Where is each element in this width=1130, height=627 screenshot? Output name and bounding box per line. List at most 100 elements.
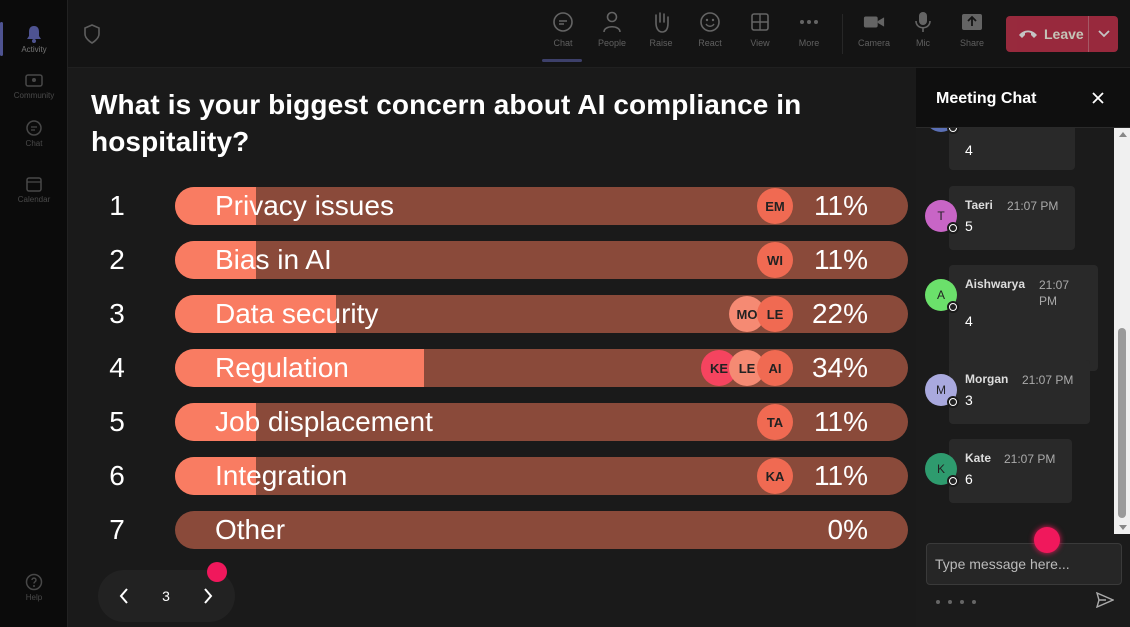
option-percent: 11% (814, 244, 868, 275)
toolbar-label: View (750, 38, 770, 48)
option-percent: 11% (814, 460, 868, 491)
toolbar-label: People (597, 38, 627, 48)
message-time: 21:07 PM (1007, 199, 1059, 213)
option-number: 7 (109, 514, 125, 545)
poll-option[interactable]: 5 Job displacement TA 11% (100, 403, 910, 441)
toolbar-mic-button[interactable]: Mic (900, 10, 946, 62)
chat-title: Meeting Chat (936, 90, 1037, 107)
chat-header: Meeting Chat (916, 68, 1130, 128)
message-time: 21:07 PM (1039, 278, 1070, 308)
poll-option[interactable]: 3 Data security MO LE 22% (100, 295, 910, 333)
rail-label: Chat (25, 138, 43, 148)
chat-message[interactable]: Aishwarya 21:07 PM 4 (949, 265, 1098, 371)
toolbar-more-button[interactable]: More (786, 10, 832, 62)
option-label: Regulation (215, 352, 349, 383)
option-bar: Integration KA 11% (175, 457, 908, 495)
chevron-left-icon[interactable] (112, 584, 136, 608)
presence-status-icon (947, 475, 959, 487)
avatar[interactable]: K (925, 128, 959, 134)
option-percent: 34% (811, 352, 868, 383)
chevron-down-icon[interactable] (1088, 16, 1118, 52)
sender-name: Kate (965, 451, 992, 465)
option-bar: Other 0% (175, 511, 908, 549)
option-number: 2 (109, 244, 125, 275)
close-icon[interactable] (1090, 90, 1106, 106)
toolbar-share-button[interactable]: Share (949, 10, 995, 62)
sender-name: Morgan (965, 372, 1009, 386)
toolbar-camera-button[interactable]: Camera (851, 10, 897, 62)
option-percent: 11% (814, 190, 868, 221)
message-time: 21:07 PM (1022, 373, 1074, 387)
cursor-indicator (207, 562, 227, 582)
toolbar-label: Camera (857, 38, 890, 48)
option-bar: Bias in AI WI 11% (175, 241, 908, 279)
message-text: 5 (965, 218, 973, 234)
option-number: 4 (109, 352, 125, 383)
poll-option[interactable]: 6 Integration KA 11% (100, 457, 910, 495)
option-number: 1 (109, 190, 125, 221)
chat-message[interactable]: Morgan 21:07 PM 3 (949, 360, 1090, 424)
message-text: 6 (965, 471, 973, 487)
message-input[interactable] (935, 552, 1115, 576)
rail-help[interactable]: Help (0, 562, 68, 612)
avatar-initial: T (937, 209, 945, 223)
presence-status-icon (947, 222, 959, 234)
avatar[interactable]: T (925, 200, 959, 234)
rail-community[interactable]: Community (0, 60, 68, 110)
grid-icon (749, 10, 771, 34)
option-label: Other (215, 514, 286, 545)
avatar-initial: A (936, 288, 945, 302)
scrollbar-thumb[interactable] (1118, 328, 1126, 518)
format-icons (936, 600, 976, 604)
toolbar-people-button[interactable]: People (589, 10, 635, 62)
cursor-indicator (1034, 527, 1060, 553)
presence-status-icon (947, 396, 959, 408)
option-percent: 22% (811, 298, 868, 329)
avatar[interactable]: A (925, 279, 959, 313)
shield-icon (84, 24, 100, 49)
voter-avatar: AI (757, 350, 793, 386)
avatar[interactable]: M (925, 374, 959, 408)
rail-label: Help (25, 592, 43, 602)
send-icon[interactable] (1095, 591, 1115, 610)
avatar[interactable]: K (925, 453, 959, 487)
app-rail: Activity Community Chat Calendar Help (0, 0, 68, 627)
chevron-right-icon[interactable] (196, 584, 220, 608)
option-label: Privacy issues (215, 190, 394, 221)
scroll-down-arrow[interactable] (1119, 525, 1127, 530)
avatar-initial: M (936, 383, 946, 397)
option-bar: Data security MO LE 22% (175, 295, 908, 333)
chat-message-list[interactable]: Keira21:07 PM4KTaeri21:07 PM5TAishwarya2… (916, 128, 1130, 534)
poll-option[interactable]: 7 Other 0% (100, 511, 910, 549)
chat-message[interactable]: Taeri 21:07 PM 5 (949, 186, 1075, 250)
chat-message[interactable]: Kate 21:07 PM 6 (949, 439, 1072, 503)
toolbar-react-button[interactable]: React (687, 10, 733, 62)
mic-icon (912, 10, 934, 34)
option-number: 6 (109, 460, 125, 491)
option-number: 3 (109, 298, 125, 329)
toolbar-view-button[interactable]: View (737, 10, 783, 62)
help-icon (25, 573, 43, 591)
chat-message[interactable]: Keira21:07 PM4 (949, 128, 1075, 170)
chat-scrollbar[interactable] (1114, 128, 1130, 534)
phone-hangup-icon (1018, 29, 1038, 39)
toolbar-label: More (798, 38, 820, 48)
camera-icon (863, 10, 885, 34)
format-tools[interactable] (934, 598, 984, 608)
toolbar-chat-button[interactable]: Chat (540, 10, 586, 62)
poll-option[interactable]: 4 Regulation KE LE AI 34% (100, 349, 910, 387)
rail-chat[interactable]: Chat (0, 108, 68, 158)
rail-calendar[interactable]: Calendar (0, 164, 68, 214)
voter-avatar: WI (757, 242, 793, 278)
rail-activity[interactable]: Activity (0, 14, 68, 64)
option-number: 5 (109, 406, 125, 437)
scroll-up-arrow[interactable] (1119, 132, 1127, 137)
toolbar-raise-button[interactable]: Raise (638, 10, 684, 62)
meeting-toolbar: Chat People Raise React View More C (68, 0, 1130, 68)
poll-option[interactable]: 2 Bias in AI WI 11% (100, 241, 910, 279)
option-bar: Regulation KE LE AI 34% (175, 349, 908, 387)
message-composer (926, 543, 1122, 585)
poll-option[interactable]: 1 Privacy issues EM 11% (100, 187, 910, 225)
people-icon (601, 10, 623, 34)
leave-button[interactable]: Leave (1006, 16, 1118, 52)
